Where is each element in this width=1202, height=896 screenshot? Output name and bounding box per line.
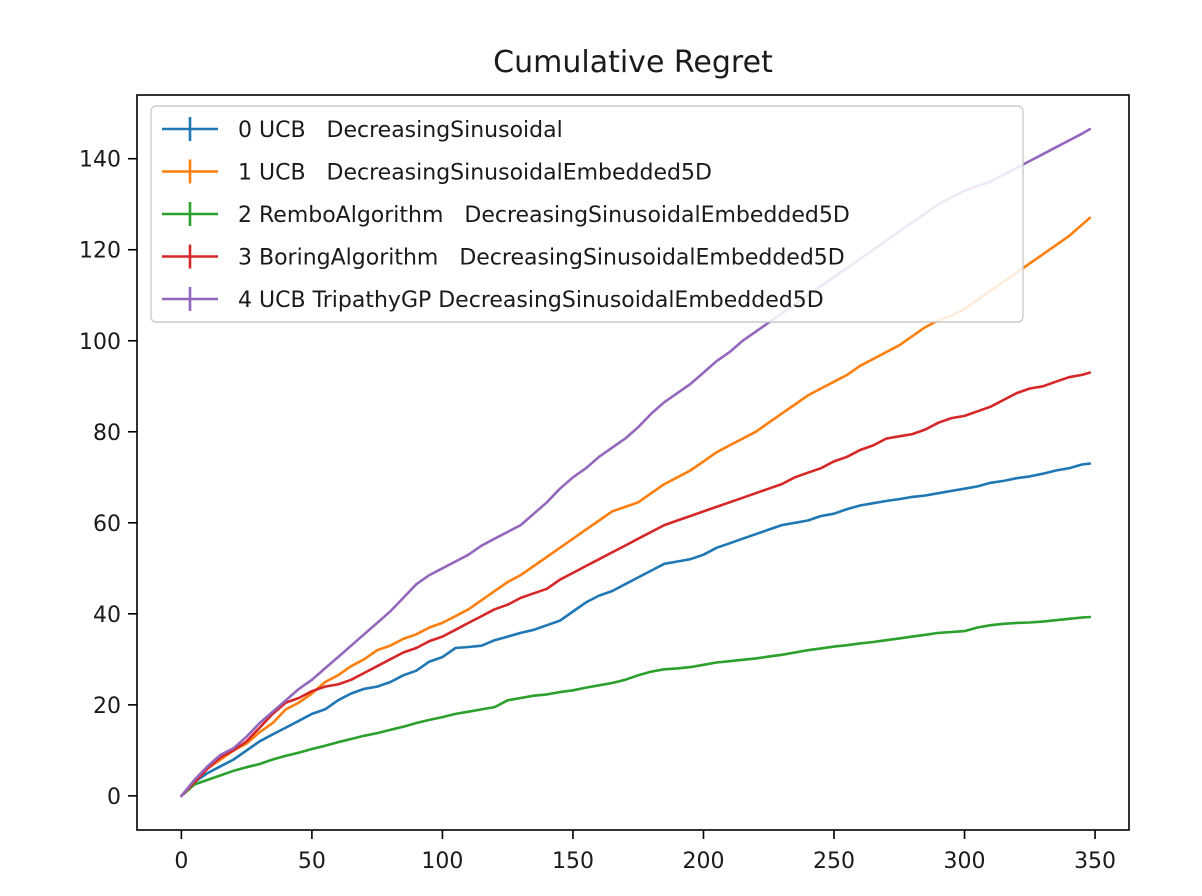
x-tick-label: 250 bbox=[813, 849, 855, 874]
legend-label: 3 BoringAlgorithm DecreasingSinusoidalEm… bbox=[238, 246, 845, 271]
legend-entry-2: 2 RemboAlgorithm DecreasingSinusoidalEmb… bbox=[162, 202, 850, 228]
legend-entry-0: 0 UCB DecreasingSinusoidal bbox=[162, 117, 563, 143]
y-tick-label: 140 bbox=[79, 148, 121, 173]
chart-title: Cumulative Regret bbox=[493, 45, 773, 80]
y-tick-label: 0 bbox=[107, 785, 121, 810]
legend-label: 2 RemboAlgorithm DecreasingSinusoidalEmb… bbox=[238, 203, 850, 228]
y-tick-label: 80 bbox=[93, 421, 121, 446]
series-line-0 bbox=[180, 462, 1092, 798]
x-tick-label: 100 bbox=[421, 849, 463, 874]
x-tick-label: 350 bbox=[1074, 849, 1116, 874]
x-tick-label: 50 bbox=[298, 849, 326, 874]
x-tick-label: 0 bbox=[174, 849, 188, 874]
series-line-3 bbox=[180, 371, 1092, 798]
legend-label: 1 UCB DecreasingSinusoidalEmbedded5D bbox=[238, 161, 712, 186]
series-line-2 bbox=[180, 615, 1092, 798]
legend-entry-3: 3 BoringAlgorithm DecreasingSinusoidalEm… bbox=[162, 244, 845, 271]
y-tick-label: 20 bbox=[93, 694, 121, 719]
legend-box bbox=[150, 105, 1024, 323]
y-axis: 0 20 40 60 80 100 120 140 bbox=[79, 148, 137, 810]
x-tick-label: 300 bbox=[944, 849, 986, 874]
legend-label: 4 UCB TripathyGP DecreasingSinusoidalEmb… bbox=[238, 288, 824, 313]
y-tick-label: 100 bbox=[79, 330, 121, 355]
x-tick-label: 200 bbox=[682, 849, 724, 874]
legend-entry-1: 1 UCB DecreasingSinusoidalEmbedded5D bbox=[162, 159, 712, 186]
legend-entry-4: 4 UCB TripathyGP DecreasingSinusoidalEmb… bbox=[162, 287, 824, 313]
y-tick-label: 120 bbox=[79, 239, 121, 264]
plot-frame bbox=[136, 94, 1130, 831]
x-axis: 0 50 100 150 200 250 300 350 bbox=[174, 830, 1116, 874]
legend-label: 0 UCB DecreasingSinusoidal bbox=[238, 118, 563, 143]
x-tick-label: 150 bbox=[552, 849, 594, 874]
legend: 0 UCB DecreasingSinusoidal 1 UCB Decreasi… bbox=[150, 105, 1024, 323]
y-tick-label: 40 bbox=[93, 603, 121, 628]
y-tick-label: 60 bbox=[93, 512, 121, 537]
